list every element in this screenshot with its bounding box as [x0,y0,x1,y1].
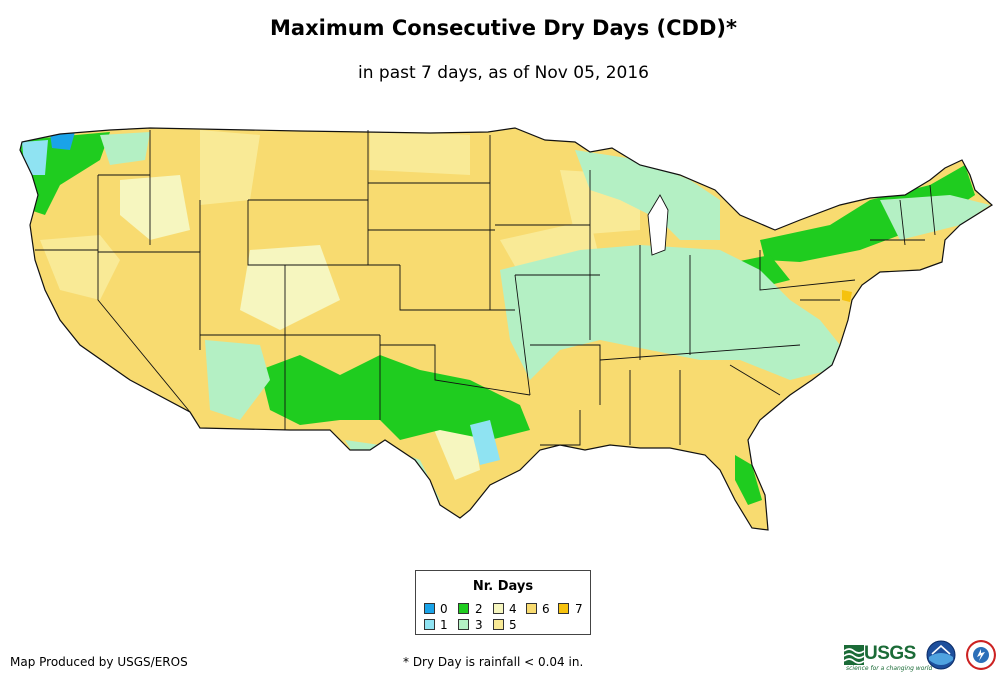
legend-label-6: 6 [542,602,550,616]
usgs-wave-icon [844,645,864,665]
category-5-region [40,235,120,300]
category-3-region [100,132,150,165]
category-5-region [200,130,260,205]
legend-label-3: 3 [475,618,483,632]
noaa-logo-icon [926,640,956,670]
usgs-wordmark: USGS [864,643,916,664]
usgs-tagline: science for a changing world [846,665,933,672]
legend-label-4: 4 [509,602,517,616]
category-0-region [50,132,75,150]
legend-label-2: 2 [475,602,483,616]
category-5-region [370,130,470,175]
category-3-region [880,195,990,240]
lake-michigan [647,194,669,256]
legend-label-7: 7 [575,602,583,616]
legend-swatch-3 [458,619,469,630]
map-subtitle: in past 7 days, as of Nov 05, 2016 [358,63,649,83]
category-1-region [470,420,500,465]
usgs-logo: USGS science for a changing world [842,643,932,672]
legend-swatch-6 [526,603,537,614]
cdd-fill [20,128,992,530]
category-2-region [760,165,975,262]
category-3-region [575,150,720,240]
category-2-region [735,455,762,505]
state-boundaries [35,130,936,446]
category-4-region [120,175,190,240]
legend-label-5: 5 [509,618,517,632]
category-2-region [260,355,530,440]
category-6-region [20,128,992,530]
nws-logo-icon [966,640,996,670]
category-7-region [842,290,852,302]
category-1-region [22,140,48,175]
legend-label-0: 0 [440,602,448,616]
footnote-text: * Dry Day is rainfall < 0.04 in. [403,655,584,669]
legend-swatch-0 [424,603,435,614]
cdd-map [19,127,993,531]
legend-swatch-7 [558,603,569,614]
category-3-region [500,245,840,380]
credit-text: Map Produced by USGS/EROS [10,655,188,669]
legend-swatch-4 [493,603,504,614]
map-title: Maximum Consecutive Dry Days (CDD)* [270,16,737,40]
category-3-region [205,340,270,420]
legend-label-1: 1 [440,618,448,632]
legend-title: Nr. Days [472,579,534,594]
legend-swatch-5 [493,619,504,630]
legend-swatch-1 [424,619,435,630]
legend-swatch-2 [458,603,469,614]
legend: Nr. Days 0 1 2 3 4 5 6 7 [415,570,591,635]
category-4-region [240,245,340,330]
